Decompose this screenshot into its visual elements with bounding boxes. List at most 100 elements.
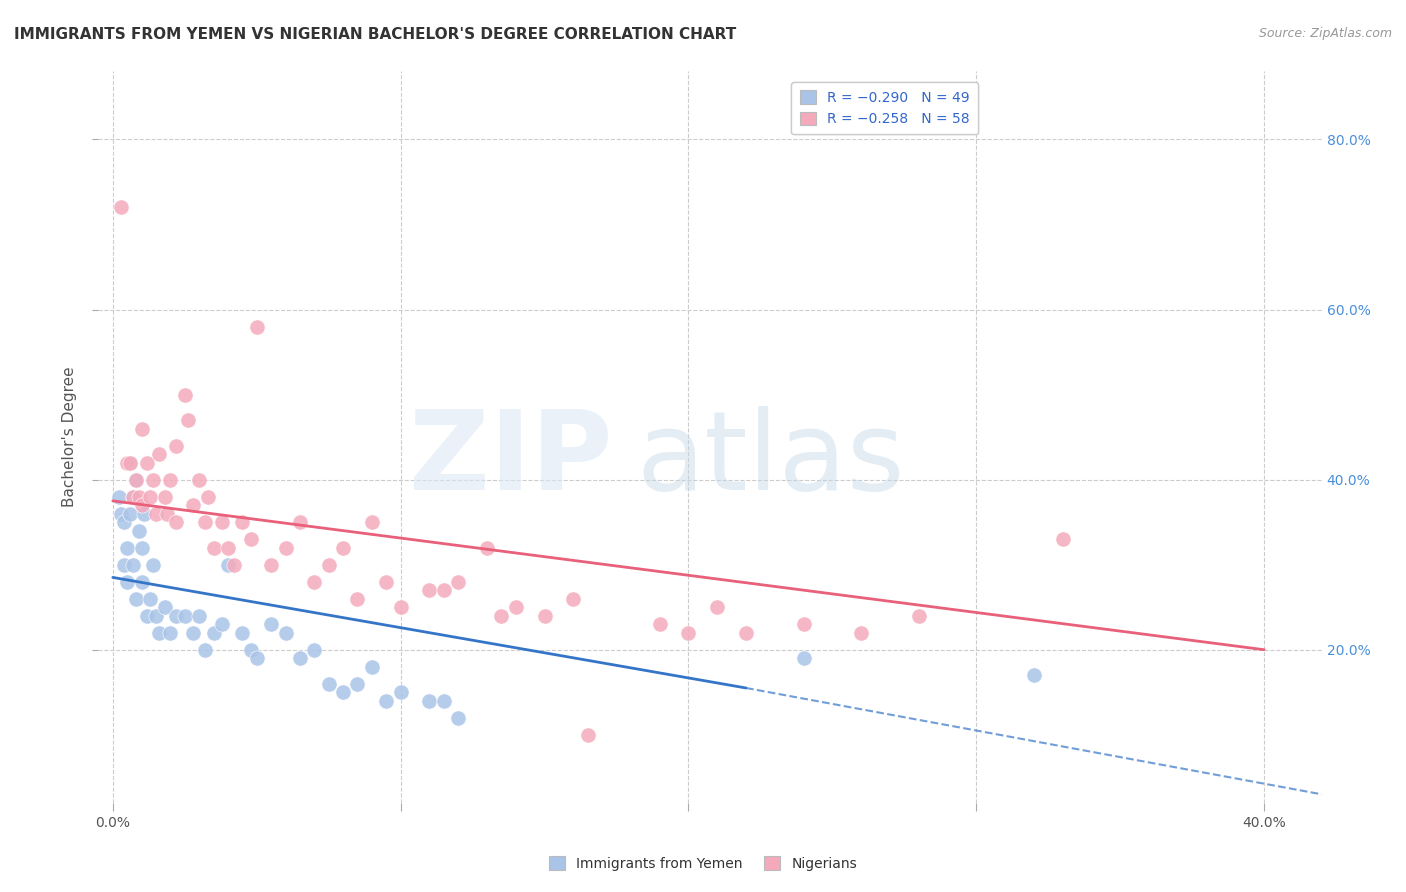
- Point: [131, 541, 153, 555]
- Point: [360, 659, 382, 673]
- Point: [332, 541, 354, 555]
- Point: [125, 473, 148, 487]
- Point: [197, 490, 219, 504]
- Legend: Immigrants from Yemen, Nigerians: Immigrants from Yemen, Nigerians: [543, 851, 863, 876]
- Point: [128, 490, 150, 504]
- Point: [418, 694, 440, 708]
- Legend: R = −0.290   N = 49, R = −0.258   N = 58: R = −0.290 N = 49, R = −0.258 N = 58: [792, 82, 979, 135]
- Point: [153, 600, 176, 615]
- Text: atlas: atlas: [637, 406, 905, 513]
- Point: [793, 651, 815, 665]
- Point: [122, 490, 145, 504]
- Point: [375, 694, 398, 708]
- Point: [211, 617, 233, 632]
- Point: [148, 447, 170, 461]
- Point: [678, 625, 700, 640]
- Point: [793, 617, 815, 632]
- Point: [222, 558, 245, 572]
- Point: [188, 608, 211, 623]
- Point: [128, 524, 150, 538]
- Point: [491, 608, 513, 623]
- Point: [576, 728, 599, 742]
- Text: Source: ZipAtlas.com: Source: ZipAtlas.com: [1258, 27, 1392, 40]
- Point: [389, 600, 412, 615]
- Point: [112, 558, 135, 572]
- Point: [142, 473, 165, 487]
- Point: [533, 608, 555, 623]
- Point: [217, 541, 239, 555]
- Point: [142, 558, 165, 572]
- Point: [389, 685, 412, 699]
- Point: [110, 201, 132, 215]
- Point: [165, 608, 187, 623]
- Point: [211, 515, 233, 529]
- Point: [153, 490, 176, 504]
- Point: [112, 515, 135, 529]
- Point: [159, 473, 181, 487]
- Point: [447, 711, 470, 725]
- Point: [194, 515, 217, 529]
- Point: [115, 574, 138, 589]
- Point: [346, 591, 368, 606]
- Point: [131, 498, 153, 512]
- Point: [1022, 668, 1045, 682]
- Y-axis label: Bachelor's Degree: Bachelor's Degree: [62, 367, 77, 508]
- Point: [120, 507, 142, 521]
- Point: [318, 558, 340, 572]
- Point: [505, 600, 527, 615]
- Point: [110, 507, 132, 521]
- Point: [375, 574, 398, 589]
- Point: [145, 507, 167, 521]
- Point: [433, 583, 456, 598]
- Point: [418, 583, 440, 598]
- Point: [433, 694, 456, 708]
- Point: [125, 591, 148, 606]
- Point: [231, 515, 253, 529]
- Point: [260, 558, 283, 572]
- Point: [120, 456, 142, 470]
- Point: [231, 625, 253, 640]
- Point: [735, 625, 758, 640]
- Point: [706, 600, 728, 615]
- Point: [562, 591, 585, 606]
- Point: [139, 591, 162, 606]
- Point: [239, 532, 262, 546]
- Point: [447, 574, 470, 589]
- Point: [907, 608, 929, 623]
- Point: [159, 625, 181, 640]
- Point: [139, 490, 162, 504]
- Point: [145, 608, 167, 623]
- Point: [148, 625, 170, 640]
- Point: [156, 507, 179, 521]
- Point: [475, 541, 498, 555]
- Point: [115, 541, 138, 555]
- Point: [125, 473, 148, 487]
- Point: [360, 515, 382, 529]
- Point: [346, 677, 368, 691]
- Point: [131, 421, 153, 435]
- Point: [304, 642, 326, 657]
- Point: [134, 507, 156, 521]
- Point: [165, 515, 187, 529]
- Point: [122, 490, 145, 504]
- Text: ZIP: ZIP: [409, 406, 612, 513]
- Point: [246, 319, 269, 334]
- Point: [288, 515, 311, 529]
- Point: [194, 642, 217, 657]
- Point: [136, 456, 159, 470]
- Point: [188, 473, 211, 487]
- Text: IMMIGRANTS FROM YEMEN VS NIGERIAN BACHELOR'S DEGREE CORRELATION CHART: IMMIGRANTS FROM YEMEN VS NIGERIAN BACHEL…: [14, 27, 737, 42]
- Point: [260, 617, 283, 632]
- Point: [131, 574, 153, 589]
- Point: [849, 625, 872, 640]
- Point: [239, 642, 262, 657]
- Point: [648, 617, 671, 632]
- Point: [304, 574, 326, 589]
- Point: [1052, 532, 1074, 546]
- Point: [318, 677, 340, 691]
- Point: [183, 625, 205, 640]
- Point: [246, 651, 269, 665]
- Point: [288, 651, 311, 665]
- Point: [202, 625, 225, 640]
- Point: [120, 456, 142, 470]
